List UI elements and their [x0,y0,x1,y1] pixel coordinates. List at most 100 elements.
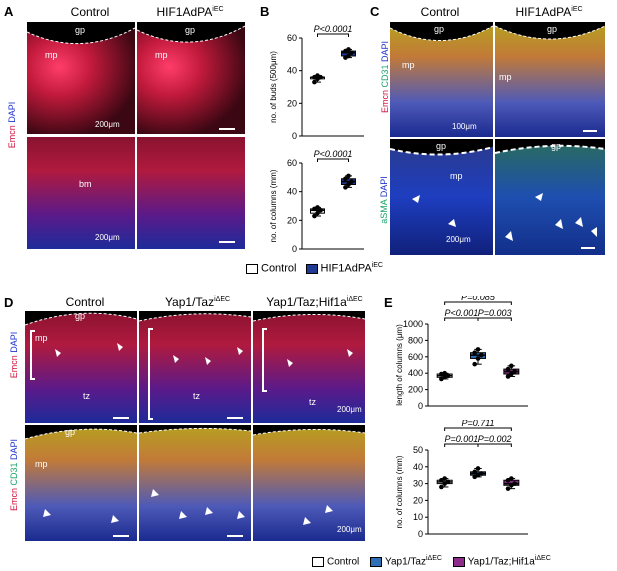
arrowhead-icon [347,349,353,357]
y-axis-label: no. of columns (mm) [269,169,278,242]
panel-d-title-yap: Yap1/TaziΔEC [164,295,231,309]
arrowhead-icon [412,195,420,203]
data-point [512,369,517,374]
data-point [509,363,514,369]
y-tick-label: 0 [292,131,297,141]
p-value-label: P=0.711 [461,420,494,428]
data-point [479,471,484,476]
legend-swatch-control [312,556,324,567]
panel-a-title-hif: HIF1AdPAiEC [156,5,224,19]
y-tick-label: 30 [413,479,423,489]
arrow-icon [237,511,245,519]
panel-d-image-yap-bottom [139,425,251,541]
panel-c-stain-bottom: aSMA DAPI [379,176,389,224]
significance-bracket [444,443,479,447]
y-tick-label: 400 [408,368,423,378]
panel-c-image-control-top: gp mp 100μm [390,22,493,137]
legend-swatch-hif [305,263,318,274]
arrowhead-icon [575,217,583,227]
panel-a-image-hif-bottom [137,137,245,249]
significance-bracket [317,33,349,37]
y-tick-label: 1000 [403,319,423,329]
data-point [509,371,514,377]
y-tick-label: 40 [413,462,423,472]
chart-columns-b: 0 20 40 60 no. of columns (mm) P<0.0001 [269,149,364,254]
arrowhead-icon [591,227,597,237]
y-tick-label: 0 [292,244,297,254]
p-value-label: P=0.003 [478,308,512,318]
panel-c-title-hif: HIF1AdPAiEC [515,5,583,19]
y-tick-label: 10 [413,512,423,522]
y-tick-label: 60 [287,33,297,43]
chart-buds: 0 20 40 60 no. of buds (500μm) P<0.0001 [269,24,364,141]
panel-d-letter: D [4,295,14,310]
arrow-icon [43,509,51,517]
chart-columns-e: 0 10 20 30 40 50 no. of columns (mm) P=0.711 P=0… [395,420,528,539]
arrow-icon [111,515,119,523]
y-axis-label: no. of columns (mm) [395,455,404,528]
panel-c-stain-top: Emcn CD31 DAPI [380,40,390,114]
significance-bracket [317,158,349,162]
data-point [475,466,481,471]
arrow-icon [303,517,311,525]
y-tick-label: 20 [287,215,297,225]
significance-bracket [444,301,512,305]
arrowhead-icon [505,231,513,241]
arrowhead-icon [117,343,123,351]
y-tick-label: 40 [287,187,297,197]
arrowhead-icon [55,349,61,357]
data-point [318,208,323,213]
data-point [315,210,320,216]
legend-swatch-yap [370,556,383,567]
panel-c-image-hif-top: gp mp [495,22,605,137]
y-tick-label: 600 [408,352,423,362]
data-point [445,479,451,485]
data-point [315,205,320,210]
y-tick-label: 0 [418,401,423,411]
data-point [509,476,514,481]
data-point [475,356,481,361]
y-axis-label: length of columns (μm) [395,324,404,406]
panel-d-image-yap-top: tz [139,311,251,423]
data-point [472,469,477,475]
panel-a-image-control-bottom: bm 200μm [27,137,135,249]
data-point [505,366,511,372]
data-point [349,179,354,184]
data-point [442,476,447,481]
panel-d-stain-top: Emcn DAPI [9,331,19,379]
data-point [346,173,351,179]
data-point [475,347,481,352]
significance-bracket [444,427,512,431]
arrowhead-icon [448,219,456,227]
data-point [512,481,517,486]
significance-bracket [477,317,512,321]
arrow-icon [205,507,213,515]
panel-c-title-control: Control [420,5,460,19]
data-point [346,53,351,59]
y-axis-label: no. of buds (500μm) [269,51,278,123]
y-tick-label: 0 [418,529,423,539]
panel-b-legend: Control HIF1AdPAiEC [246,262,383,275]
y-tick-label: 60 [287,158,297,168]
arrowhead-icon [205,357,211,365]
panel-e-legend: Control Yap1/TaziΔEC Yap1/Taz;Hif1aiΔEC [312,555,551,567]
legend-swatch-control [246,263,258,274]
arrowhead-icon [237,347,243,355]
panel-a-stain-label: Emcn DAPI [7,101,17,149]
panel-c-letter: C [370,4,380,19]
panel-d-image-control-top: gp mp tz [25,311,137,423]
y-tick-label: 20 [287,98,297,108]
panel-d-stain-bottom: Emcn CD31 DAPI [9,438,19,512]
panel-d-image-yaphif-top: tz 200μm [253,311,365,423]
p-value-label: P<0.001 [444,308,478,318]
panel-a-image-hif-top: gp mp [137,22,245,134]
p-value-label: P<0.0001 [314,24,353,34]
data-point [312,213,317,219]
arrowhead-icon [555,219,563,229]
panel-a-image-control-top: gp mp 200μm [27,22,135,134]
arrowhead-icon [535,193,543,201]
data-point [346,182,351,187]
panel-e-letter: E [384,295,393,310]
arrowhead-icon [287,359,293,367]
data-point [472,361,477,367]
